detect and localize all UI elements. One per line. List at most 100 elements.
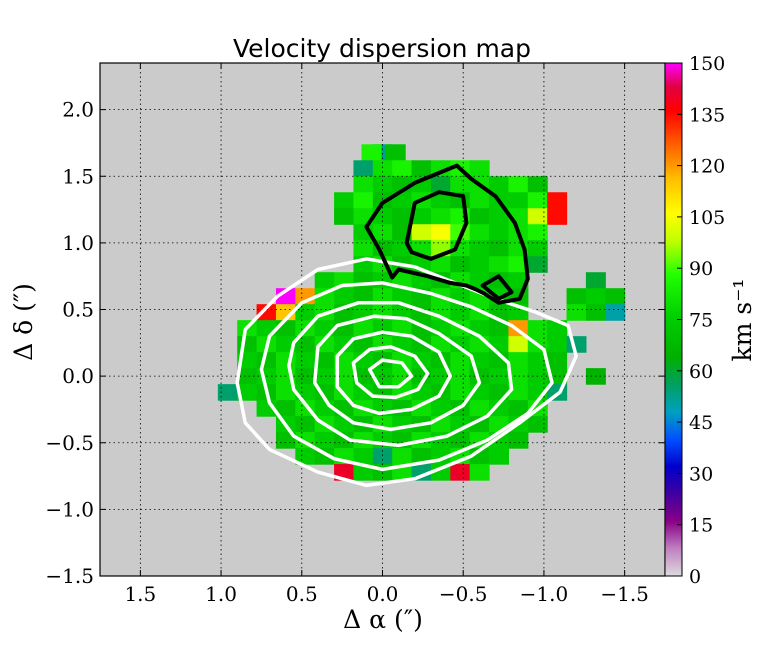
heatmap-cell	[295, 352, 316, 369]
heatmap-cell	[411, 400, 432, 417]
heatmap-cell	[469, 400, 490, 417]
heatmap-cell	[392, 160, 413, 177]
heatmap-cell	[489, 400, 510, 417]
heatmap-cell	[489, 368, 510, 385]
heatmap-cell	[508, 432, 529, 449]
heatmap-cell	[430, 256, 451, 273]
heatmap-cell	[489, 256, 510, 273]
contour-white	[312, 314, 482, 432]
heatmap-cell	[469, 416, 490, 433]
heatmap-cell	[372, 160, 393, 177]
grid-lines	[100, 63, 665, 576]
heatmap-cell	[314, 272, 335, 289]
heatmap-cell	[450, 304, 471, 321]
heatmap-cell	[295, 448, 316, 465]
contours	[235, 163, 578, 488]
heatmap-cell	[392, 288, 413, 305]
heatmap-cell	[527, 256, 548, 273]
x-tick-label: −1.5	[600, 582, 649, 606]
y-tick-label: −1.5	[45, 564, 94, 588]
contour-black	[480, 274, 514, 301]
heatmap-cell	[469, 240, 490, 257]
heatmap-cell	[469, 208, 490, 225]
heatmap-cell	[527, 416, 548, 433]
heatmap-cell	[256, 304, 277, 321]
x-tick-label: 1.0	[205, 582, 237, 606]
colorbar-tick-label: 150	[689, 53, 725, 75]
y-tick-label: 1.5	[62, 164, 94, 188]
y-tick-label: −1.0	[45, 497, 94, 521]
y-tick-label: 2.0	[62, 98, 94, 122]
heatmap-cell	[372, 224, 393, 241]
x-tick-label: 1.5	[124, 582, 156, 606]
heatmap-cell	[605, 288, 626, 305]
heatmap-cell	[237, 384, 258, 401]
heatmap-cell	[547, 336, 568, 353]
heatmap-cell	[392, 208, 413, 225]
colorbar-tick-label: 15	[689, 515, 713, 537]
x-tick-label: −1.0	[520, 582, 569, 606]
heatmap-cell	[430, 224, 451, 241]
contour-white	[235, 257, 578, 488]
heatmap-cell	[353, 464, 374, 481]
heatmap-cell	[430, 176, 451, 193]
colorbar-tick-label: 60	[689, 361, 713, 383]
heatmap-cell	[314, 432, 335, 449]
heatmap-cell	[605, 304, 626, 321]
heatmap-cell	[295, 336, 316, 353]
heatmap-cell	[334, 432, 355, 449]
heatmap-cell	[430, 208, 451, 225]
x-tick-label: −0.5	[439, 582, 488, 606]
x-axis-ticks: 1.5 1.0 0.5 0.0 −0.5 −1.0 −1.5	[124, 63, 649, 606]
contour-white	[351, 345, 430, 400]
heatmap-cell	[450, 336, 471, 353]
x-axis-label: Δ α (″)	[343, 605, 423, 634]
heatmap-cell	[430, 192, 451, 209]
heatmap-cell	[450, 464, 471, 481]
heatmap-cell	[334, 208, 355, 225]
heatmap-cell	[508, 400, 529, 417]
heatmap-cell	[275, 304, 296, 321]
heatmap-cell	[585, 288, 606, 305]
heatmap-cell	[489, 208, 510, 225]
heatmap-cell	[489, 352, 510, 369]
heatmap-cell	[489, 448, 510, 465]
heatmap-cell	[585, 304, 606, 321]
heatmap-cell	[508, 336, 529, 353]
heatmap-cell	[527, 240, 548, 257]
y-tick-label: 1.0	[62, 231, 94, 255]
heatmap-cell	[353, 176, 374, 193]
y-tick-label: 0.5	[62, 298, 94, 322]
heatmap-cell	[353, 288, 374, 305]
heatmap-cell	[353, 160, 374, 177]
heatmap-cell	[508, 192, 529, 209]
heatmap-cell	[489, 176, 510, 193]
heatmap-cell	[469, 192, 490, 209]
contour-black	[364, 163, 530, 305]
heatmap-cell	[353, 320, 374, 337]
heatmap-cell	[450, 384, 471, 401]
heatmap-cell	[469, 256, 490, 273]
heatmap-cell	[430, 400, 451, 417]
x-tick-label: 0.5	[286, 582, 318, 606]
heatmap-cell	[508, 256, 529, 273]
colorbar-label: km s⁻¹	[728, 279, 757, 362]
heatmap-cell	[411, 160, 432, 177]
colorbar-tick-label: 120	[689, 156, 725, 178]
heatmap-cell	[489, 240, 510, 257]
heatmap-cell	[469, 160, 490, 177]
heatmap-cell	[275, 400, 296, 417]
heatmap-cell	[275, 432, 296, 449]
heatmap-cell	[334, 192, 355, 209]
heatmap-cell	[489, 320, 510, 337]
heatmap-cell	[566, 336, 587, 353]
colorbar-tick-label: 0	[689, 566, 701, 588]
heatmap-cell	[508, 368, 529, 385]
heatmap-cell	[508, 352, 529, 369]
heatmap-cell	[353, 240, 374, 257]
heatmap-cell	[547, 208, 568, 225]
heatmap-cell	[508, 176, 529, 193]
heatmap-cell	[385, 144, 406, 161]
heatmap-cell	[334, 288, 355, 305]
